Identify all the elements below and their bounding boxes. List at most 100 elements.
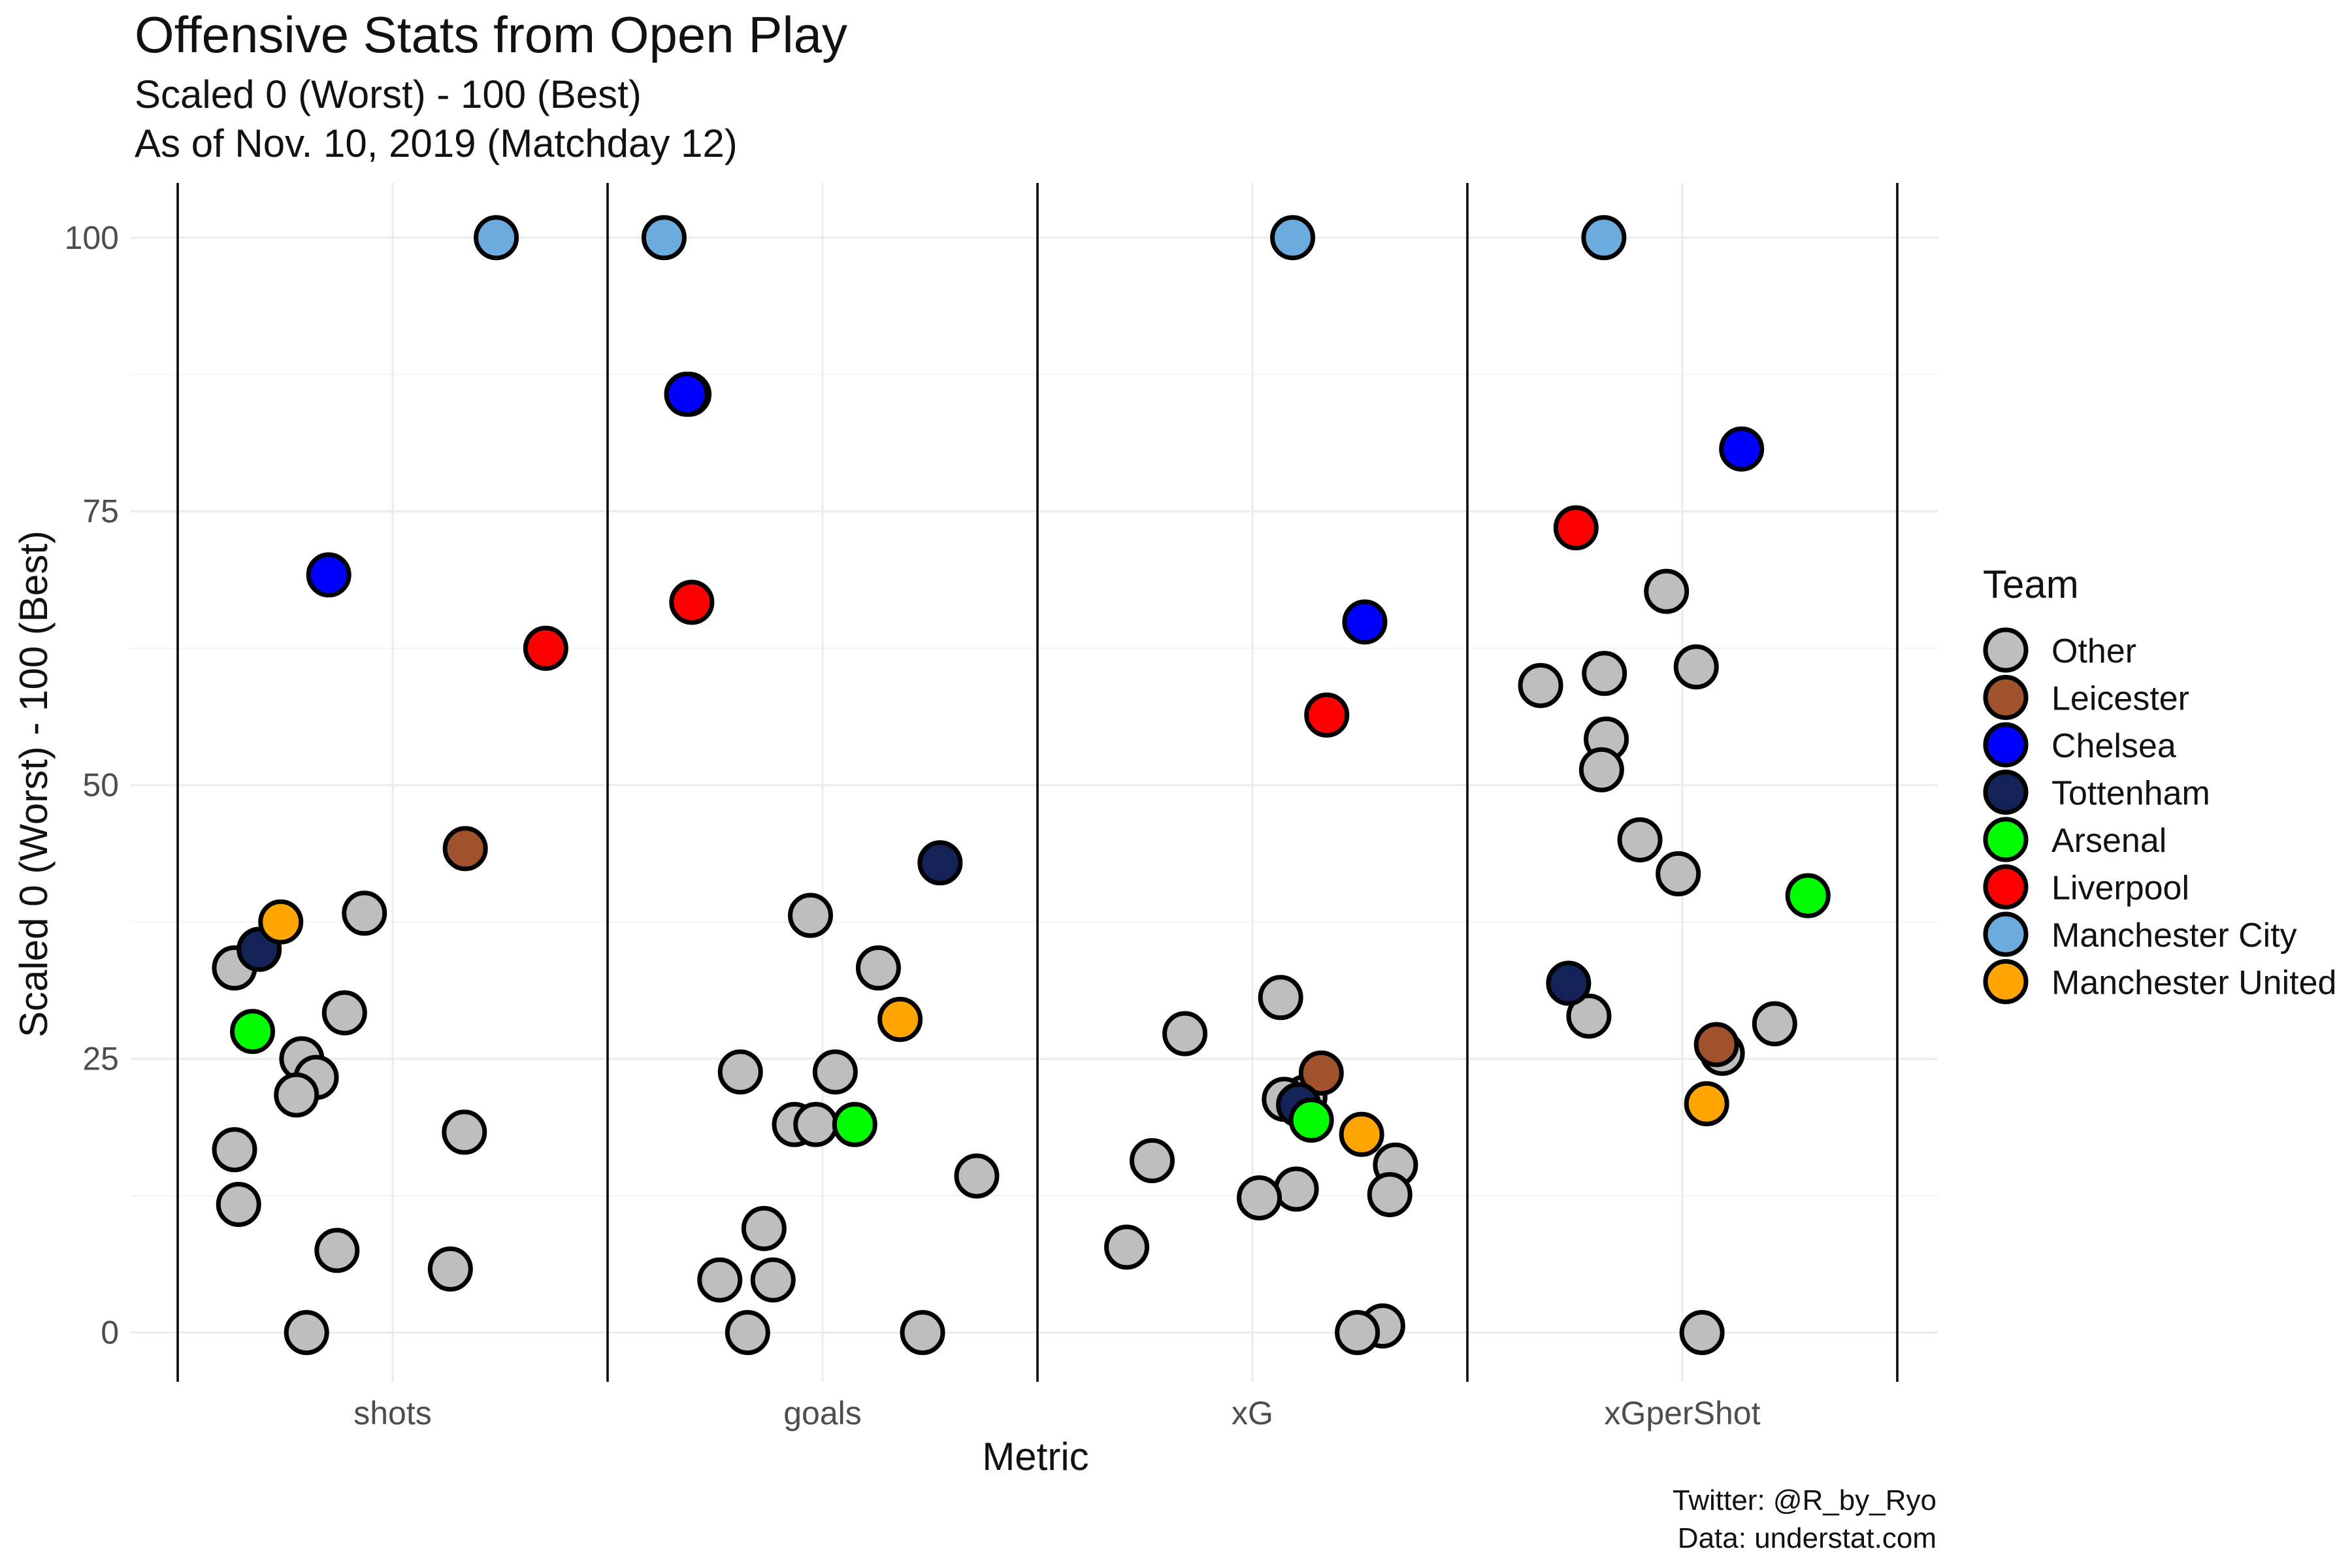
point-other — [855, 945, 901, 991]
y-tick-label: 75 — [82, 493, 119, 530]
point-other — [1335, 1310, 1380, 1356]
x-tick-label: xG — [1232, 1395, 1273, 1431]
point-other — [284, 1310, 329, 1356]
y-tick-label: 0 — [101, 1315, 119, 1351]
y-axis-title: Scaled 0 (Worst) - 100 (Best) — [12, 531, 56, 1037]
legend: Team Other Leicester Chelsea Tottenham Arsen… — [1983, 563, 2336, 1004]
y-tick-label: 100 — [65, 220, 119, 256]
point-other — [1673, 644, 1719, 690]
legend-label: Chelsea — [2051, 727, 2176, 765]
point-other — [1130, 1137, 1175, 1183]
point-other — [900, 1310, 945, 1356]
legend-key — [1983, 722, 2029, 768]
point-other — [1752, 1001, 1797, 1047]
point-other — [788, 892, 834, 938]
legend-items: Other Leicester Chelsea Tottenham Arsenal Liv… — [1983, 627, 2336, 1004]
point-other — [1644, 568, 1690, 614]
point-liverpool — [1304, 692, 1350, 738]
point-other — [1656, 851, 1701, 896]
chart-subtitle-line2: As of Nov. 10, 2019 (Matchday 12) — [135, 122, 738, 165]
point-arsenal — [832, 1102, 877, 1147]
point-other — [274, 1072, 319, 1118]
point-other — [954, 1153, 1000, 1199]
point-other — [1237, 1175, 1282, 1220]
legend-label: Tottenham — [2051, 775, 2210, 813]
legend-key — [1983, 675, 2029, 720]
point-tottenham — [1546, 960, 1592, 1006]
legend-key — [1983, 911, 2029, 957]
point-leicester — [1298, 1050, 1344, 1096]
legend-label: Manchester United — [2051, 964, 2336, 1002]
point-arsenal — [1785, 873, 1831, 919]
point-other — [342, 890, 387, 936]
point-other — [321, 990, 367, 1036]
point-arsenal — [230, 1009, 276, 1054]
legend-title: Team — [1983, 563, 2079, 606]
point-tottenham — [917, 840, 963, 886]
point-other — [1367, 1171, 1413, 1217]
point-arsenal — [1288, 1097, 1334, 1143]
point-other — [793, 1102, 839, 1147]
point-other — [717, 1049, 763, 1095]
point-other — [1617, 817, 1663, 862]
point-manchester-city — [1270, 215, 1316, 261]
x-tick-label: xGperShot — [1604, 1395, 1760, 1431]
point-chelsea — [1342, 599, 1388, 645]
caption-data-source: Data: understat.com — [1677, 1522, 1936, 1554]
legend-key — [1983, 627, 2029, 673]
point-leicester — [442, 826, 488, 872]
legend-label: Leicester — [2051, 680, 2189, 718]
point-manchester-united — [1339, 1111, 1384, 1157]
point-other — [750, 1257, 796, 1303]
point-chelsea — [1719, 426, 1765, 472]
chart-title: Offensive Stats from Open Play — [135, 6, 848, 63]
point-other — [427, 1246, 473, 1292]
point-other — [1578, 747, 1624, 792]
point-other — [216, 1182, 261, 1228]
point-other — [1582, 651, 1627, 696]
point-other — [1679, 1310, 1725, 1356]
x-axis-ticks: shots goals xG xGperShot — [353, 1395, 1760, 1431]
point-other — [1258, 975, 1303, 1021]
legend-label: Manchester City — [2051, 917, 2297, 955]
y-tick-label: 25 — [82, 1041, 119, 1077]
legend-key — [1983, 864, 2029, 909]
point-liverpool — [669, 580, 715, 625]
legend-key — [1983, 817, 2029, 862]
x-tick-label: goals — [783, 1395, 862, 1431]
point-manchester-united — [877, 996, 923, 1042]
point-other — [1566, 993, 1612, 1039]
legend-key — [1983, 770, 2029, 815]
legend-key — [1983, 959, 2029, 1004]
point-liverpool — [523, 625, 568, 671]
point-other — [1273, 1166, 1319, 1212]
point-manchester-city — [641, 215, 687, 261]
caption-twitter: Twitter: @R_by_Ryo — [1672, 1484, 1936, 1516]
chart-subtitle-line1: Scaled 0 (Worst) - 100 (Best) — [135, 73, 642, 116]
y-tick-label: 50 — [82, 767, 119, 804]
point-other — [442, 1109, 487, 1155]
point-other — [1162, 1011, 1208, 1056]
y-axis-ticks: 0 25 50 75 100 — [65, 220, 119, 1351]
legend-label: Other — [2051, 632, 2136, 670]
point-other — [212, 1127, 257, 1173]
point-leicester — [1693, 1022, 1739, 1068]
facet-dividers — [176, 183, 1899, 1382]
point-other — [1104, 1224, 1150, 1270]
grid-lines — [131, 183, 1938, 1382]
point-other — [314, 1228, 360, 1273]
data-points — [212, 215, 1831, 1356]
point-other — [812, 1049, 858, 1095]
x-axis-title: Metric — [982, 1435, 1088, 1478]
x-tick-label: shots — [353, 1395, 432, 1431]
legend-label: Liverpool — [2051, 870, 2189, 907]
point-liverpool — [1553, 505, 1599, 551]
point-manchester-city — [1581, 215, 1627, 261]
legend-label: Arsenal — [2051, 822, 2166, 860]
point-other — [1518, 662, 1563, 708]
point-other — [741, 1205, 787, 1251]
point-manchester-united — [1684, 1081, 1729, 1126]
point-other — [697, 1257, 743, 1303]
